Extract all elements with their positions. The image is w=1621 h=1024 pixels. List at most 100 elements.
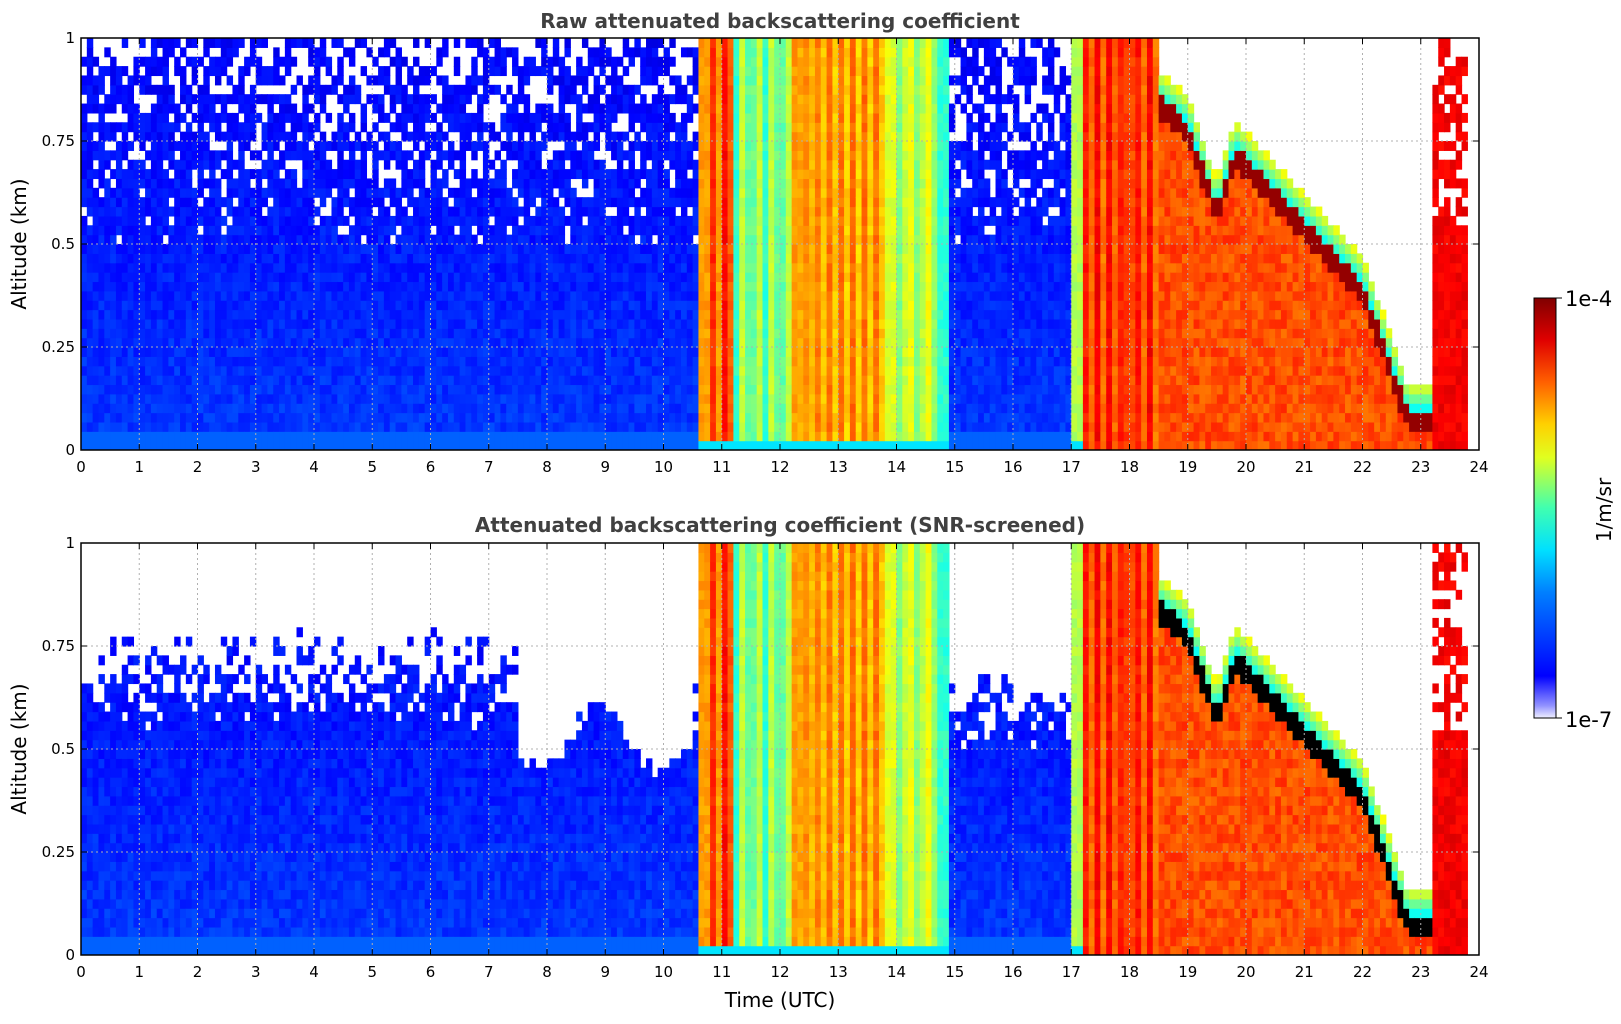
heatmap-cell xyxy=(488,431,496,442)
heatmap-cell xyxy=(389,337,397,348)
heatmap-cell xyxy=(692,131,700,142)
heatmap-cell xyxy=(238,75,245,86)
heatmap-cell xyxy=(354,384,362,395)
heatmap-cell xyxy=(459,84,467,95)
heatmap-cell xyxy=(669,56,676,67)
heatmap-cell xyxy=(494,206,501,217)
heatmap-cell xyxy=(459,318,467,329)
heatmap-cell xyxy=(331,318,338,329)
heatmap-cell xyxy=(768,197,775,208)
heatmap-cell xyxy=(174,281,181,292)
heatmap-cell xyxy=(348,262,356,273)
heatmap-cell xyxy=(611,347,618,357)
heatmap-cell xyxy=(354,365,362,376)
heatmap-cell xyxy=(273,159,280,170)
heatmap-cell xyxy=(209,234,216,245)
heatmap-cell xyxy=(797,103,804,114)
heatmap-cell xyxy=(308,356,315,367)
heatmap-cell xyxy=(715,122,723,133)
heatmap-cell xyxy=(261,253,268,264)
heatmap-cell xyxy=(442,253,449,264)
heatmap-cell xyxy=(314,187,321,198)
heatmap-cell xyxy=(354,347,362,357)
heatmap-cell xyxy=(395,412,402,423)
heatmap-cell xyxy=(663,131,670,142)
heatmap-cell xyxy=(436,215,443,226)
heatmap-cell xyxy=(739,38,746,48)
heatmap-cell xyxy=(162,318,169,329)
heatmap-cell xyxy=(762,234,769,245)
heatmap-cell xyxy=(255,253,263,264)
heatmap-cell xyxy=(646,421,653,432)
heatmap-cell xyxy=(651,412,659,423)
heatmap-cell xyxy=(127,122,135,133)
heatmap-cell xyxy=(803,281,810,292)
heatmap-cell xyxy=(185,131,193,142)
heatmap-cell xyxy=(261,272,268,283)
heatmap-cell xyxy=(296,272,303,283)
heatmap-cell xyxy=(284,421,292,432)
heatmap-cell xyxy=(704,84,711,95)
heatmap-cell xyxy=(331,375,338,386)
heatmap-cell xyxy=(628,290,635,301)
heatmap-cell xyxy=(745,141,752,151)
heatmap-cell xyxy=(407,94,414,105)
heatmap-cell xyxy=(360,122,368,133)
heatmap-cell xyxy=(261,356,268,367)
panel-raw-backscatter: Raw attenuated backscattering coefficien… xyxy=(7,9,1489,476)
heatmap-cell xyxy=(383,318,391,329)
heatmap-cell xyxy=(401,225,408,236)
heatmap-cell xyxy=(814,206,822,217)
heatmap-cell xyxy=(651,272,659,283)
heatmap-cell xyxy=(319,328,327,339)
heatmap-cell xyxy=(296,337,303,348)
heatmap-cell xyxy=(506,215,513,226)
heatmap-cell xyxy=(156,131,164,142)
heatmap-cell xyxy=(570,272,577,283)
heatmap-cell xyxy=(378,75,385,86)
heatmap-cell xyxy=(675,318,682,329)
heatmap-cell xyxy=(494,440,501,450)
heatmap-cell xyxy=(348,365,356,376)
heatmap-cell xyxy=(611,112,618,123)
heatmap-cell xyxy=(145,150,152,161)
heatmap-cell xyxy=(290,122,298,133)
heatmap-cell xyxy=(453,375,461,386)
heatmap-cell xyxy=(494,178,501,189)
heatmap-cell xyxy=(762,244,769,254)
heatmap-cell xyxy=(203,178,210,189)
heatmap-cell xyxy=(150,206,158,217)
heatmap-cell xyxy=(174,56,181,67)
heatmap-cell xyxy=(436,290,443,301)
heatmap-cell xyxy=(110,347,117,357)
heatmap-cell xyxy=(348,290,356,301)
heatmap-cell xyxy=(721,262,729,273)
heatmap-cell xyxy=(628,356,635,367)
heatmap-cell xyxy=(482,431,490,442)
heatmap-cell xyxy=(680,375,688,386)
heatmap-cell xyxy=(628,262,635,273)
heatmap-cell xyxy=(314,112,321,123)
heatmap-cell xyxy=(424,187,432,198)
heatmap-cell xyxy=(343,309,350,320)
heatmap-cell xyxy=(680,206,688,217)
heatmap-cell xyxy=(185,309,193,320)
heatmap-cell xyxy=(308,300,315,311)
heatmap-cell xyxy=(115,178,123,189)
heatmap-cell xyxy=(389,412,397,423)
heatmap-cell xyxy=(209,328,216,339)
heatmap-cell xyxy=(663,66,670,77)
heatmap-cell xyxy=(820,178,828,189)
heatmap-cell xyxy=(646,281,653,292)
heatmap-cell xyxy=(581,38,589,48)
heatmap-cell xyxy=(756,318,764,329)
heatmap-cell xyxy=(628,56,635,67)
heatmap-cell xyxy=(244,384,251,395)
heatmap-cell xyxy=(657,262,665,273)
heatmap-cell xyxy=(133,215,140,226)
heatmap-cell xyxy=(581,421,589,432)
heatmap-cell xyxy=(570,337,577,348)
heatmap-cell xyxy=(197,169,204,180)
heatmap-cell xyxy=(535,440,542,450)
heatmap-cell xyxy=(395,47,402,58)
